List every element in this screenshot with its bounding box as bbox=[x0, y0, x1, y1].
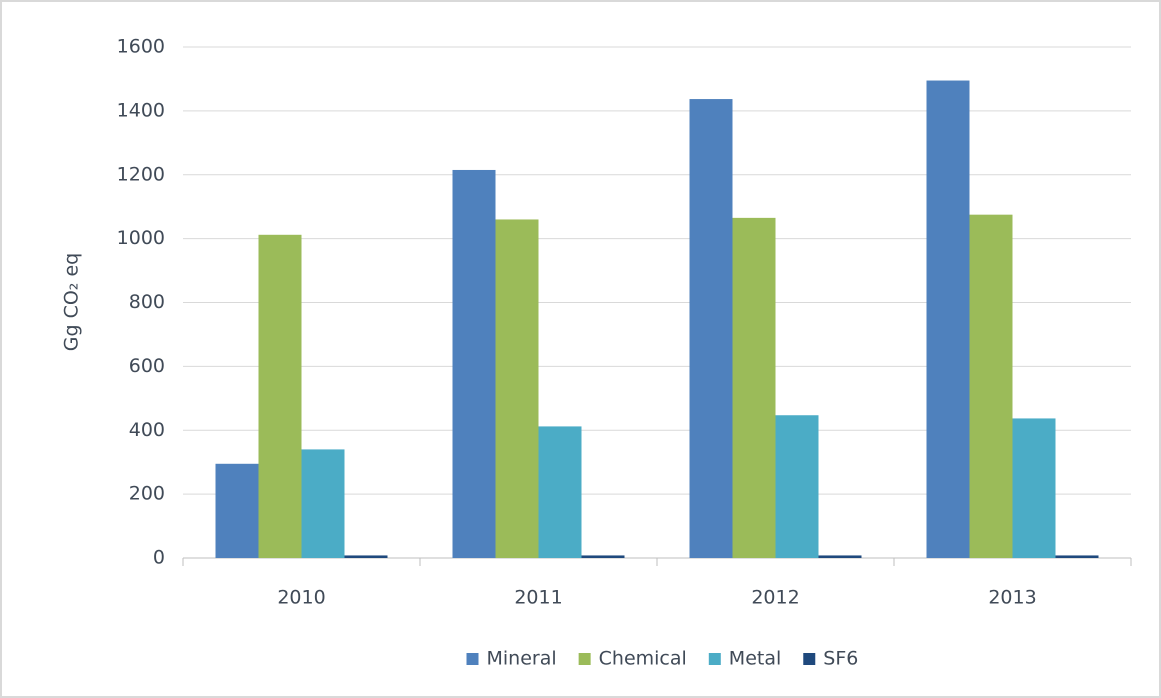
legend-swatch bbox=[803, 653, 816, 665]
bar bbox=[344, 555, 388, 558]
bar bbox=[581, 555, 625, 558]
bar bbox=[969, 214, 1013, 558]
y-tick-label: 800 bbox=[129, 291, 165, 313]
bar bbox=[495, 219, 539, 558]
legend-label: SF6 bbox=[823, 648, 858, 670]
y-tick-label: 1000 bbox=[117, 227, 165, 249]
x-tick-label: 2012 bbox=[751, 587, 799, 609]
bar bbox=[452, 169, 496, 558]
x-tick-label: 2010 bbox=[277, 587, 325, 609]
legend-label: Mineral bbox=[487, 648, 557, 670]
y-tick-label: 1600 bbox=[117, 36, 165, 58]
x-tick-label: 2013 bbox=[988, 587, 1036, 609]
legend-swatch bbox=[708, 653, 721, 665]
y-tick-label: 400 bbox=[129, 419, 165, 441]
legend-label: Chemical bbox=[599, 648, 687, 670]
bar bbox=[732, 217, 776, 558]
y-tick-label: 1200 bbox=[117, 163, 165, 185]
y-tick-label: 600 bbox=[129, 355, 165, 377]
legend-swatch bbox=[466, 653, 479, 665]
legend-swatch bbox=[578, 653, 591, 665]
legend-label: Metal bbox=[729, 648, 781, 670]
bar bbox=[1055, 555, 1099, 558]
bar bbox=[215, 463, 259, 558]
bar bbox=[689, 99, 733, 558]
y-tick-label: 0 bbox=[153, 547, 165, 569]
bar bbox=[818, 555, 862, 558]
bar bbox=[301, 449, 345, 558]
bar bbox=[926, 80, 970, 559]
y-axis-label: Gg CO₂ eq bbox=[61, 253, 83, 351]
bar bbox=[538, 426, 582, 558]
x-tick-label: 2011 bbox=[514, 587, 562, 609]
y-tick-label: 1400 bbox=[117, 99, 165, 121]
y-tick-label: 200 bbox=[129, 483, 165, 505]
bar bbox=[775, 415, 819, 558]
bar bbox=[258, 234, 302, 559]
bar bbox=[1012, 418, 1056, 558]
